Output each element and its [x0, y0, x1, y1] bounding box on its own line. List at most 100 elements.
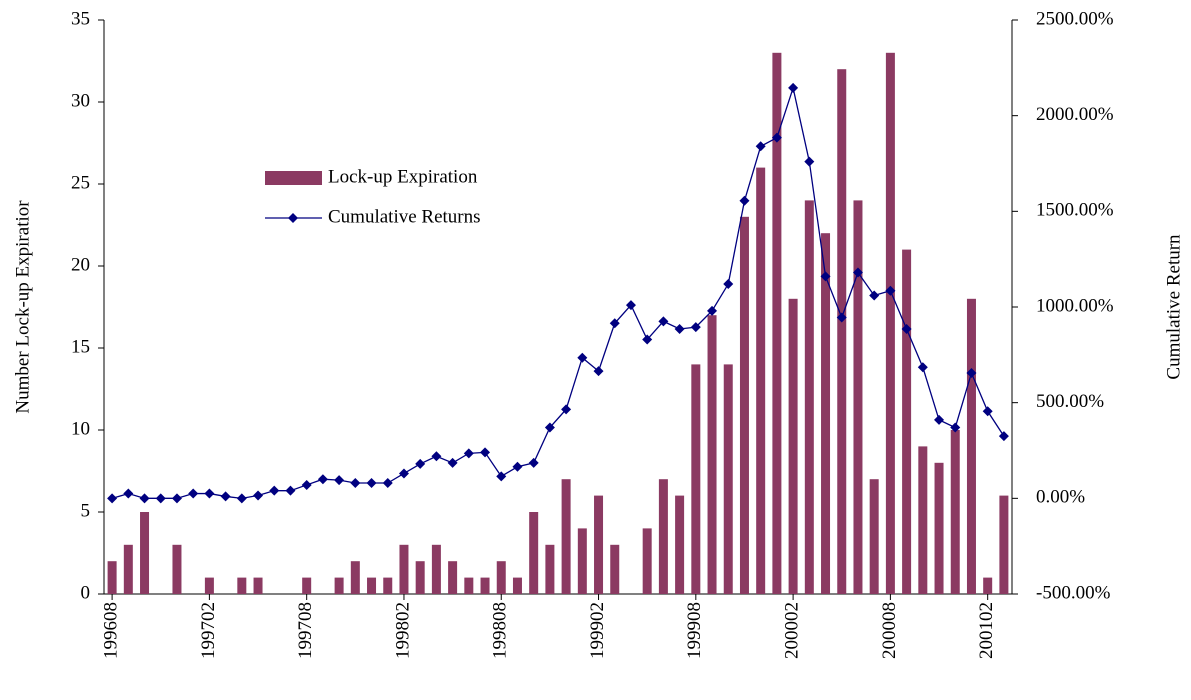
bar: [788, 298, 798, 594]
bar: [885, 52, 895, 595]
marker: [139, 493, 150, 504]
marker: [625, 300, 636, 311]
bar: [448, 561, 458, 594]
bar: [512, 577, 522, 594]
bar: [107, 561, 117, 594]
line: [111, 85, 1005, 499]
marker: [107, 493, 118, 504]
marker: [155, 493, 166, 504]
bar: [561, 479, 571, 594]
marker: [382, 478, 393, 489]
y-tick-label: 15: [71, 336, 90, 357]
marker: [480, 447, 491, 458]
bar: [869, 479, 879, 594]
marker: [642, 334, 653, 345]
x-tick-label: 199702: [198, 602, 219, 659]
bar: [253, 577, 263, 594]
marker: [415, 458, 426, 469]
marker: [269, 485, 280, 496]
marker: [188, 488, 199, 499]
bar: [756, 167, 766, 594]
marker: [950, 422, 961, 433]
legend-marker: [288, 213, 298, 223]
bar: [934, 462, 944, 594]
bar: [383, 577, 393, 594]
bar: [821, 233, 831, 594]
x-tick-label: 200102: [976, 602, 997, 659]
marker: [852, 267, 863, 278]
y-tick-label: 35: [71, 8, 90, 29]
y2-tick-label: 1000.00%: [1036, 295, 1114, 316]
x-tick-label: 199908: [684, 602, 705, 659]
marker: [463, 448, 474, 459]
bar: [950, 430, 960, 594]
bar: [350, 561, 360, 594]
marker: [658, 316, 669, 327]
bar: [853, 200, 863, 594]
marker: [528, 457, 539, 468]
bar: [642, 528, 652, 594]
marker: [885, 285, 896, 296]
bar: [431, 544, 441, 594]
marker: [544, 422, 555, 433]
marker: [561, 404, 572, 415]
bar: [172, 544, 182, 594]
bar: [739, 216, 749, 595]
marker: [917, 362, 928, 373]
marker: [236, 493, 247, 504]
x-tick-label: 199808: [490, 602, 511, 659]
bar: [691, 364, 701, 594]
marker: [447, 457, 458, 468]
marker: [171, 493, 182, 504]
bar: [999, 495, 1009, 594]
y-tick-label: 10: [71, 418, 90, 439]
marker: [982, 406, 993, 417]
legend-swatch: [265, 171, 322, 185]
marker: [334, 475, 345, 486]
marker: [998, 431, 1009, 442]
bar: [545, 544, 555, 594]
marker: [512, 461, 523, 472]
bar: [577, 528, 587, 594]
marker: [301, 479, 312, 490]
bar: [334, 577, 344, 594]
y-tick-label: 25: [71, 172, 90, 193]
bar: [140, 512, 150, 594]
marker: [123, 488, 134, 499]
bar: [837, 69, 847, 594]
marker: [204, 488, 215, 499]
y2-tick-label: -500.00%: [1036, 582, 1111, 603]
y2-tick-label: 500.00%: [1036, 391, 1104, 412]
bar: [610, 544, 620, 594]
y2-tick-label: 0.00%: [1036, 487, 1085, 508]
legend-label: Cumulative Returns: [328, 206, 481, 227]
marker: [788, 82, 799, 93]
marker: [804, 156, 815, 167]
marker: [690, 322, 701, 333]
marker: [674, 324, 685, 335]
marker: [253, 490, 264, 501]
bar: [772, 52, 782, 595]
marker: [220, 491, 231, 502]
bar: [204, 577, 214, 594]
x-tick-label: 199708: [295, 602, 316, 659]
marker: [577, 352, 588, 363]
bar: [367, 577, 377, 594]
x-tick-label: 199902: [587, 602, 608, 659]
bar: [529, 512, 539, 594]
marker: [755, 141, 766, 152]
marker: [317, 474, 328, 485]
marker: [901, 324, 912, 335]
marker: [350, 478, 361, 489]
marker: [869, 290, 880, 301]
bar: [966, 298, 976, 594]
x-tick-label: 199802: [392, 602, 413, 659]
y2-tick-label: 2000.00%: [1036, 104, 1114, 125]
marker: [285, 485, 296, 496]
bar: [302, 577, 312, 594]
y2-tick-label: 1500.00%: [1036, 200, 1114, 221]
marker: [934, 414, 945, 425]
x-tick-label: 200002: [781, 602, 802, 659]
marker: [836, 312, 847, 323]
